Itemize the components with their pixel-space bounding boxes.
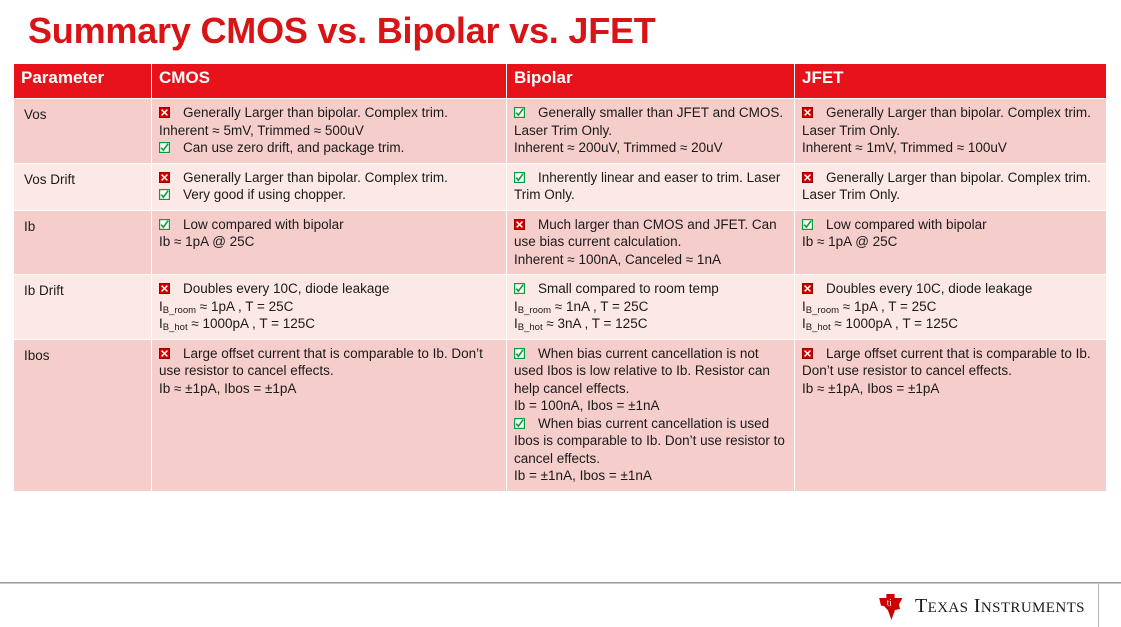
bullet-line: Much larger than CMOS and JFET. Can use … [514, 216, 777, 249]
parameter-cell: Vos Drift [13, 162, 152, 211]
detail-line: Ib = 100nA, Ibos = ±1nA [514, 398, 660, 413]
bipolar-cell: Generally smaller than JFET and CMOS. La… [506, 98, 795, 164]
parameter-cell: Ib [13, 209, 152, 275]
parameter-cell: Vos [13, 98, 152, 164]
table-header: Parameter CMOS Bipolar JFET [13, 63, 1107, 99]
column-header-bipolar: Bipolar [506, 63, 795, 99]
jfet-cell: Doubles every 10C, diode leakage IB_room … [794, 274, 1107, 340]
bullet-line: Small compared to room temp [514, 280, 787, 298]
bipolar-cell: Inherently linear and easer to trim. Las… [506, 162, 795, 211]
wordmark-t: T [915, 595, 928, 617]
bullet-line: Doubles every 10C, diode leakage [802, 280, 1099, 298]
column-header-parameter: Parameter [13, 63, 152, 99]
table-row: Ib Low compared with bipolar Ib ≈ 1pA @ 25… [13, 209, 1107, 275]
table-body: Vos Generally Larger than bipolar. Comple… [13, 98, 1107, 492]
column-header-cmos: CMOS [151, 63, 507, 99]
table-header-row: Parameter CMOS Bipolar JFET [13, 63, 1107, 99]
green-check-checkbox-icon [159, 189, 170, 200]
bullet-line: Generally Larger than bipolar. Complex t… [159, 104, 499, 122]
bipolar-cell: Much larger than CMOS and JFET. Can use … [506, 209, 795, 275]
parameter-cell: Ibos [13, 338, 152, 492]
bullet-line: Low compared with bipolar [159, 216, 499, 234]
green-check-checkbox-icon [514, 107, 525, 118]
texas-instruments-logo-icon: ti [876, 593, 906, 621]
detail-line: Ib ≈ ±1pA, Ibos = ±1pA [802, 380, 940, 396]
detail-line: Inherent ≈ 200uV, Trimmed ≈ 20uV [514, 140, 723, 155]
wordmark-i: I [968, 595, 981, 617]
red-x-checkbox-icon [514, 218, 525, 230]
cmos-cell: Generally Larger than bipolar. Complex t… [151, 98, 507, 164]
detail-line: Inherent ≈ 5mV, Trimmed ≈ 500uV [159, 122, 364, 138]
jfet-cell: Generally Larger than bipolar. Complex t… [794, 98, 1107, 164]
table-row: Ib Drift Doubles every 10C, diode leakage… [13, 274, 1107, 340]
wordmark-exas: EXAS [927, 600, 969, 616]
green-check-checkbox-icon [514, 417, 525, 429]
comparison-table: Parameter CMOS Bipolar JFET Vos Generally… [13, 63, 1107, 492]
green-check-checkbox-icon [802, 218, 813, 230]
green-check-checkbox-icon [514, 347, 525, 359]
column-header-jfet: JFET [794, 63, 1107, 99]
detail-line: Ib ≈ ±1pA, Ibos = ±1pA [159, 380, 297, 396]
bullet-line: Generally Larger than bipolar. Complex t… [802, 169, 1091, 202]
svg-text:ti: ti [887, 598, 893, 608]
detail-line: IB_room ≈ 1pA , T = 25C [802, 298, 937, 316]
bullet-line: Large offset current that is comparable … [802, 345, 1091, 378]
detail-line: Ib = ±1nA, Ibos = ±1nA [514, 468, 652, 483]
page-title: Summary CMOS vs. Bipolar vs. JFET [28, 10, 656, 51]
bipolar-cell: When bias current cancellation is not us… [506, 338, 795, 492]
green-check-checkbox-icon [159, 218, 170, 230]
bipolar-cell: Small compared to room temp IB_room ≈ 1nA… [506, 274, 795, 340]
jfet-cell: Low compared with bipolar Ib ≈ 1pA @ 25C [794, 209, 1107, 275]
red-x-checkbox-icon [802, 107, 813, 118]
wordmark-nstruments: NSTRUMENTS [980, 600, 1085, 616]
bullet-line: Generally Larger than bipolar. Complex t… [159, 169, 499, 187]
detail-line: IB_room ≈ 1pA , T = 25C [159, 298, 294, 316]
detail-line: Ib ≈ 1pA @ 25C [159, 234, 255, 249]
cmos-cell: Low compared with bipolar Ib ≈ 1pA @ 25C [151, 209, 507, 275]
red-x-checkbox-icon [159, 107, 170, 118]
detail-line: Inherent ≈ 100nA, Canceled ≈ 1nA [514, 251, 721, 267]
cmos-cell: Doubles every 10C, diode leakage IB_room … [151, 274, 507, 340]
bullet-line: Low compared with bipolar [802, 216, 1099, 234]
red-x-checkbox-icon [159, 347, 170, 359]
table-row: Vos Generally Larger than bipolar. Comple… [13, 98, 1107, 164]
detail-line: IB_hot ≈ 3nA , T = 125C [514, 316, 648, 333]
texas-instruments-wordmark: TEXAS INSTRUMENTS [915, 596, 1085, 618]
green-check-checkbox-icon [514, 283, 525, 294]
bullet-line: Can use zero drift, and package trim. [159, 139, 499, 157]
footer-divider-line [0, 582, 1121, 583]
bullet-line: When bias current cancellation is used I… [514, 415, 785, 466]
bullet-line: When bias current cancellation is not us… [514, 345, 770, 396]
table-row: Ibos Large offset current that is compara… [13, 338, 1107, 492]
red-x-checkbox-icon [802, 347, 813, 359]
green-check-checkbox-icon [159, 142, 170, 153]
jfet-cell: Generally Larger than bipolar. Complex t… [794, 162, 1107, 211]
red-x-checkbox-icon [159, 171, 170, 183]
bullet-line: Doubles every 10C, diode leakage [159, 280, 499, 298]
red-x-checkbox-icon [159, 283, 170, 294]
jfet-cell: Large offset current that is comparable … [794, 338, 1107, 492]
bullet-line: Large offset current that is comparable … [159, 345, 483, 378]
detail-line: Inherent ≈ 1mV, Trimmed ≈ 100uV [802, 140, 1007, 155]
red-x-checkbox-icon [802, 283, 813, 294]
parameter-cell: Ib Drift [13, 274, 152, 340]
bullet-line: Generally smaller than JFET and CMOS. La… [514, 105, 784, 138]
red-x-checkbox-icon [802, 171, 813, 183]
bullet-line: Inherently linear and easer to trim. Las… [514, 169, 781, 202]
cmos-cell: Large offset current that is comparable … [151, 338, 507, 492]
table-row: Vos Drift Generally Larger than bipolar. … [13, 162, 1107, 211]
green-check-checkbox-icon [514, 171, 525, 183]
bullet-line: Very good if using chopper. [159, 186, 499, 204]
detail-line: IB_room ≈ 1nA , T = 25C [514, 298, 649, 316]
texas-instruments-logo: ti TEXAS INSTRUMENTS [876, 592, 1085, 622]
detail-line: Ib ≈ 1pA @ 25C [802, 234, 898, 249]
bullet-line: Generally Larger than bipolar. Complex t… [802, 105, 1091, 138]
footer-divider-line-shadow [0, 583, 1121, 584]
detail-line: IB_hot ≈ 1000pA , T = 125C [159, 316, 315, 333]
footer-right-divider [1098, 584, 1099, 627]
cmos-cell: Generally Larger than bipolar. Complex t… [151, 162, 507, 211]
detail-line: IB_hot ≈ 1000pA , T = 125C [802, 316, 958, 333]
